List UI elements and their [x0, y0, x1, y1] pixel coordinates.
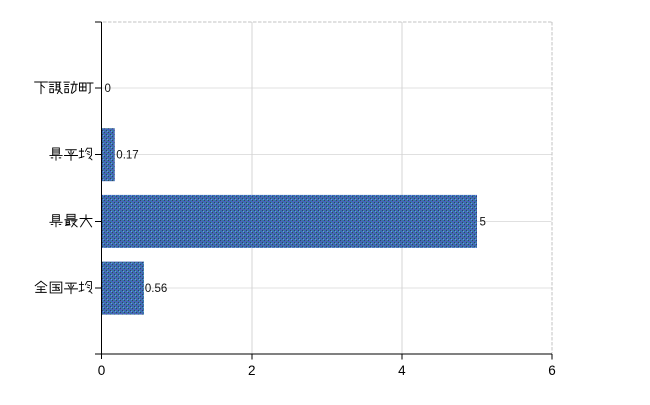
- svg-text:0: 0: [98, 363, 106, 378]
- svg-text:6: 6: [548, 363, 556, 378]
- svg-text:0.56: 0.56: [145, 283, 167, 295]
- svg-text:4: 4: [398, 363, 406, 378]
- svg-text:5: 5: [480, 216, 486, 228]
- svg-text:2: 2: [248, 363, 256, 378]
- svg-text:0.17: 0.17: [116, 150, 138, 162]
- svg-text:0: 0: [105, 83, 111, 95]
